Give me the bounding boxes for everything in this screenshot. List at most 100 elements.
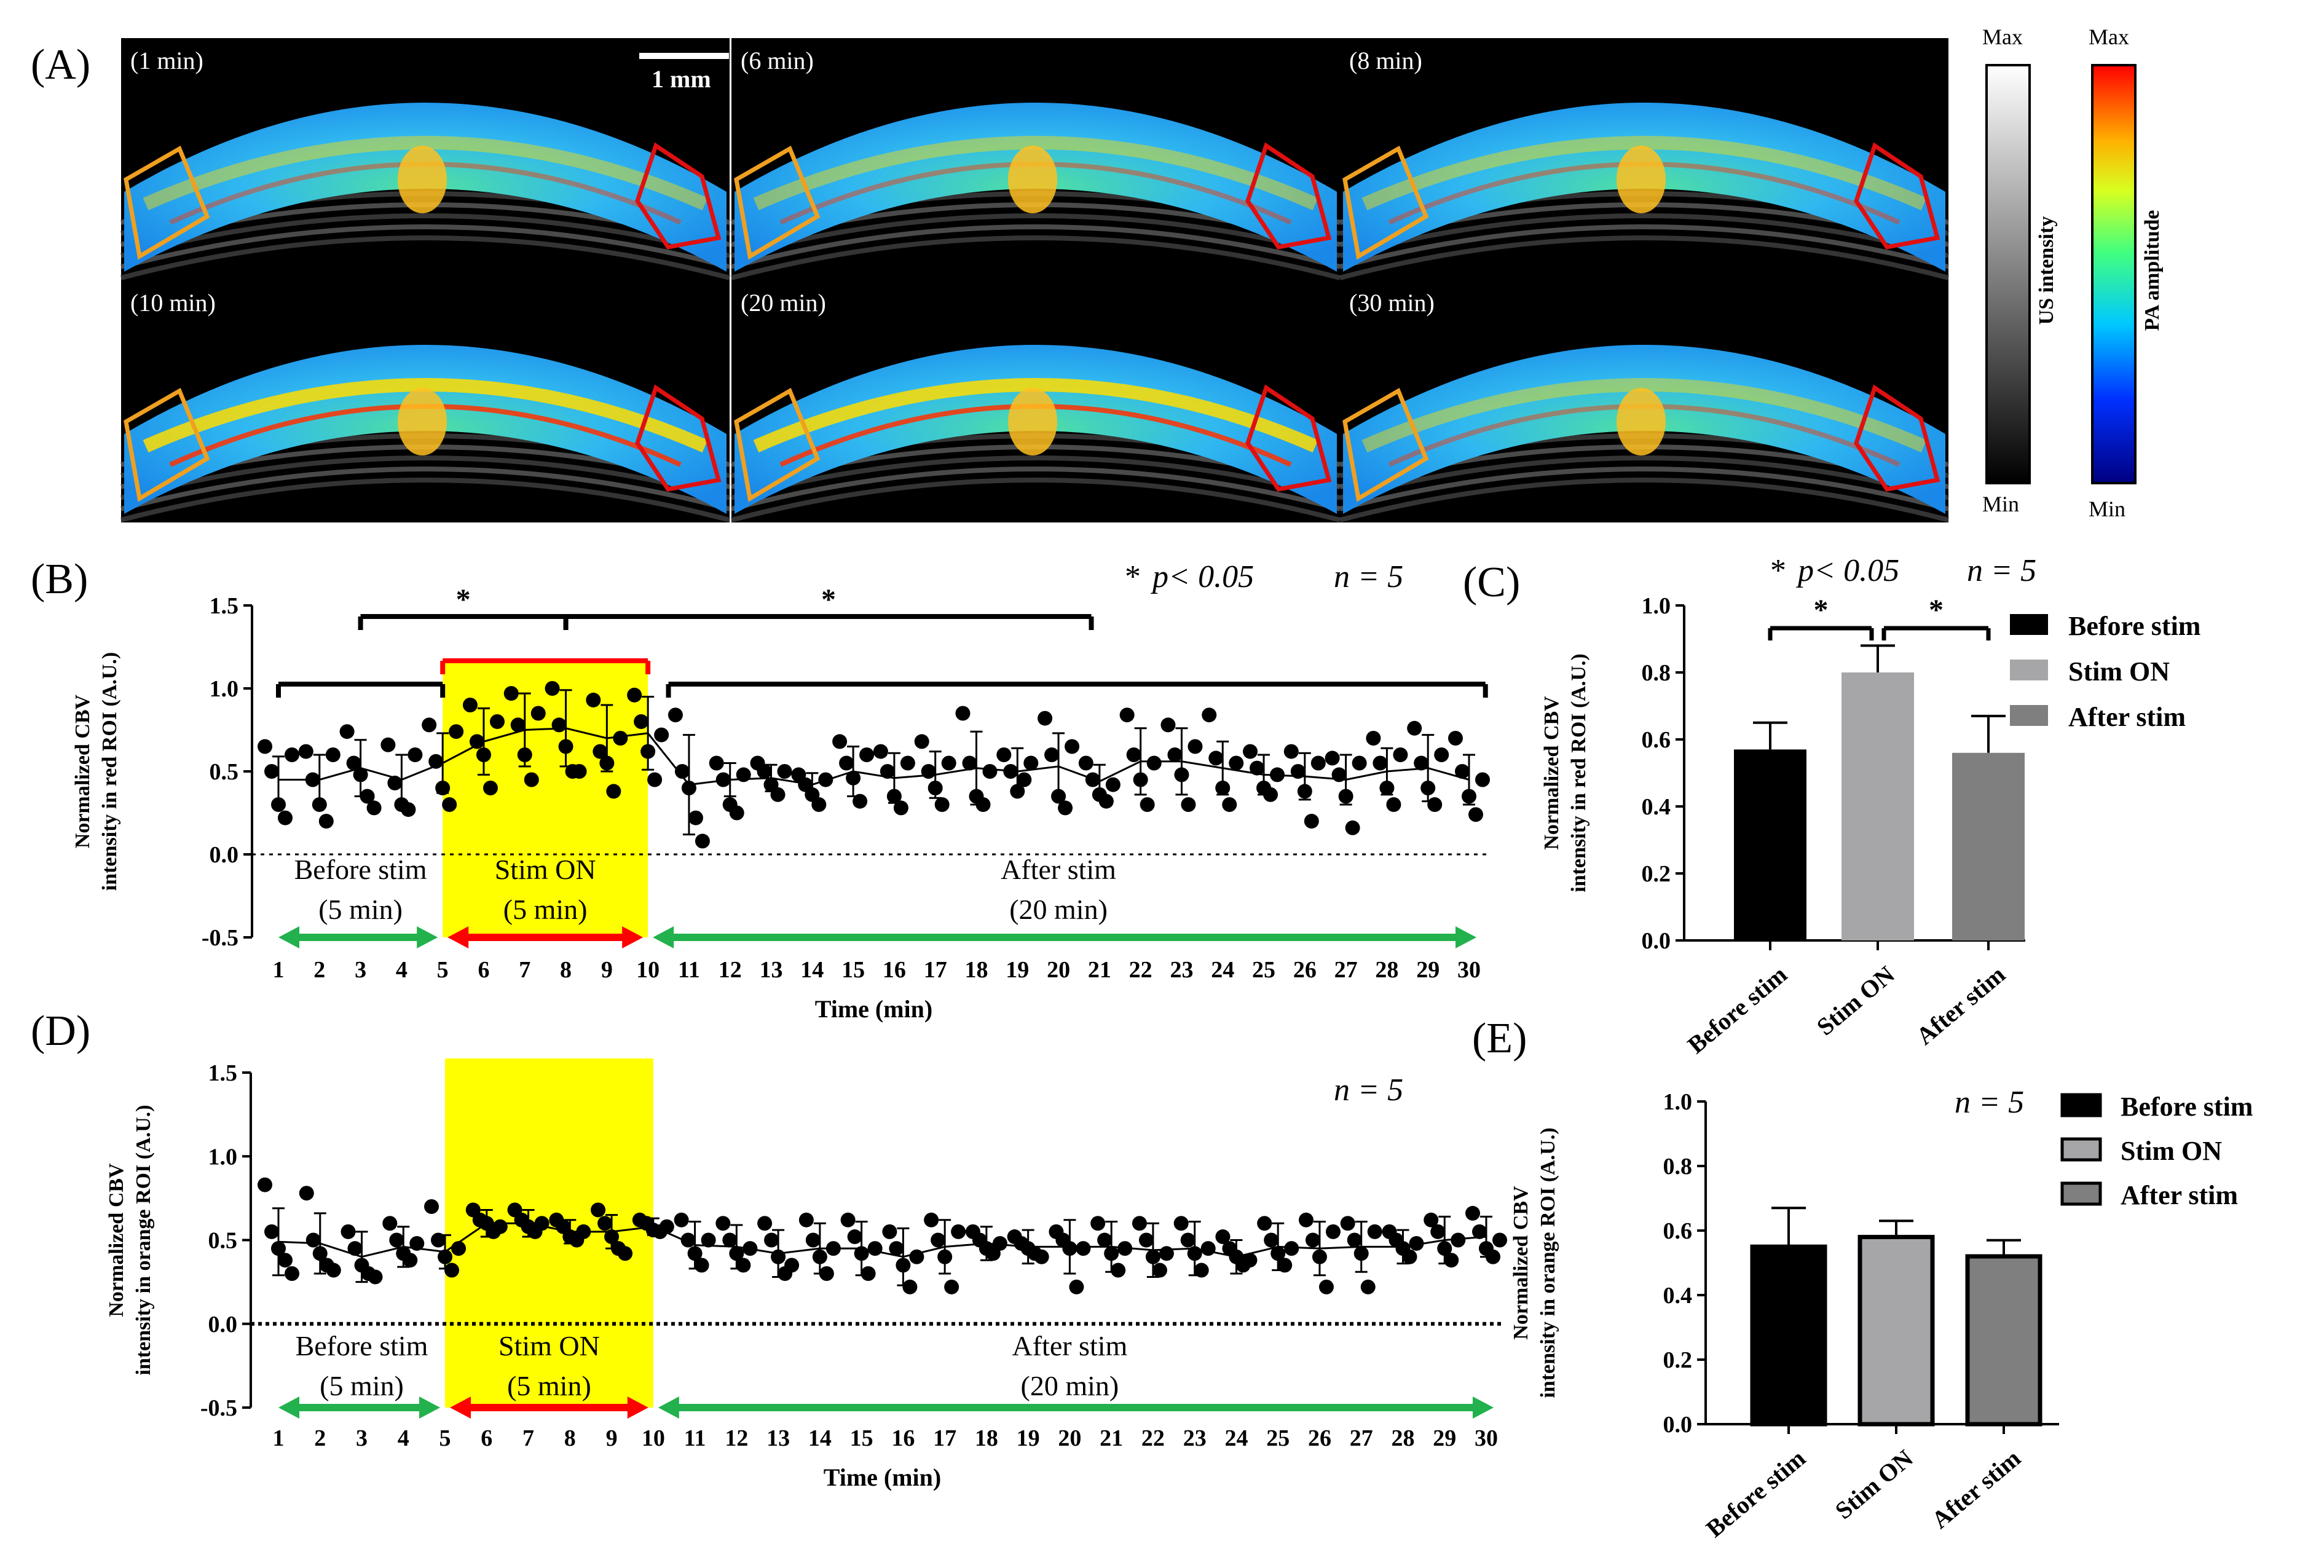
x-tick-label: 28 — [1375, 957, 1398, 983]
data-point — [424, 1199, 439, 1214]
us-texture-band — [730, 213, 1341, 258]
data-point — [777, 764, 792, 779]
red-roi-box — [1854, 384, 1940, 492]
data-point — [368, 1269, 383, 1285]
data-point — [1126, 747, 1141, 762]
us-image-label: (30 min) — [1349, 289, 1435, 317]
data-point — [900, 755, 915, 771]
y-tick-label: 0.0 — [1642, 928, 1671, 954]
x-category-label: After stim — [1911, 960, 2011, 1050]
colorbar-pa-max: Max — [2089, 25, 2129, 49]
data-point — [312, 1246, 328, 1261]
us-texture-band — [1339, 235, 1950, 280]
colorbar-pa-min: Min — [2089, 497, 2125, 521]
orange-roi-box — [734, 145, 821, 260]
data-point — [736, 1258, 751, 1273]
x-tick-label: 14 — [800, 957, 824, 983]
data-point — [1085, 772, 1100, 787]
data-point — [1430, 1224, 1446, 1239]
data-point — [924, 1212, 939, 1227]
x-tick-label: 30 — [1475, 1425, 1498, 1451]
data-point — [736, 767, 751, 782]
x-tick-label: 20 — [1058, 1425, 1081, 1451]
data-point — [674, 764, 690, 779]
data-point — [428, 754, 444, 769]
data-point — [944, 1279, 959, 1294]
x-tick-label: 11 — [684, 1425, 706, 1451]
y-tick-label: 0.0 — [1663, 1412, 1693, 1438]
phase-duration: (5 min) — [503, 894, 588, 925]
data-point — [880, 764, 895, 779]
us-image-4: (10 min) — [120, 280, 731, 522]
data-point — [680, 1232, 696, 1248]
data-point — [1167, 747, 1183, 762]
x-tick-label: 13 — [760, 957, 783, 983]
data-point — [1078, 755, 1093, 771]
red-roi-box — [635, 142, 722, 250]
data-point — [483, 781, 498, 795]
data-point — [510, 717, 526, 733]
data-point — [805, 1232, 821, 1248]
data-point — [771, 1249, 786, 1264]
orange-roi-box — [1342, 145, 1429, 260]
data-point — [1173, 1216, 1189, 1231]
x-tick-label: 2 — [314, 1425, 326, 1451]
data-point — [444, 1263, 460, 1278]
data-point — [469, 734, 484, 749]
pa-activation-band — [1361, 378, 1927, 453]
x-category-label: Before stim — [1701, 1444, 1811, 1542]
data-point — [534, 1216, 549, 1231]
y-axis-title-line: intensity in red ROI (A.U.) — [1567, 653, 1590, 892]
y-tick-label: 0.5 — [208, 1228, 238, 1254]
data-point — [1222, 797, 1237, 812]
x-tick-label: 26 — [1308, 1425, 1331, 1451]
y-tick-label: 0.8 — [1663, 1154, 1693, 1180]
data-point — [476, 747, 491, 762]
chart-b-red-roi-timecourse: -0.50.00.51.01.51 2 3 4 5 6 7 8 9 10 11 12 13 14 15 16 1… — [71, 559, 1490, 1023]
x-tick-label: 22 — [1129, 957, 1152, 983]
data-point — [1465, 1205, 1480, 1221]
us-image-label: (10 min) — [130, 289, 216, 317]
data-point — [846, 770, 861, 786]
x-tick-label: 2 — [313, 957, 325, 983]
y-axis-title-line: intensity in red ROI (A.U.) — [98, 652, 121, 891]
y-tick-label: 1.5 — [210, 593, 239, 619]
data-point — [854, 1246, 869, 1261]
data-point — [1427, 797, 1443, 812]
data-point — [757, 764, 772, 779]
data-point — [729, 1246, 744, 1261]
x-tick-label: 24 — [1224, 1425, 1248, 1451]
data-point — [382, 1216, 398, 1231]
data-point — [599, 755, 615, 771]
data-point — [438, 1249, 453, 1264]
data-point — [1352, 755, 1367, 771]
bar-1 — [1750, 1244, 1827, 1427]
phase-arrow-head — [622, 926, 644, 948]
x-tick-label: 7 — [519, 957, 530, 983]
data-point — [1202, 707, 1217, 723]
midline-vessel — [398, 146, 447, 213]
data-point — [1138, 1232, 1154, 1248]
data-point — [1444, 1253, 1459, 1268]
data-point — [339, 724, 355, 739]
data-point — [431, 1232, 446, 1248]
significance-star: * — [821, 583, 836, 616]
data-point — [1174, 767, 1189, 782]
data-point — [1111, 1263, 1126, 1278]
data-point — [264, 764, 279, 779]
bar-2 — [1857, 1235, 1935, 1427]
legend-label: After stim — [2068, 702, 2186, 732]
x-tick-label: 23 — [1170, 957, 1193, 983]
x-tick-label: 10 — [642, 1425, 665, 1451]
data-point — [591, 1202, 606, 1218]
red-roi-box — [1245, 142, 1332, 250]
data-point — [784, 1258, 800, 1273]
data-point — [1393, 747, 1408, 762]
data-point — [975, 797, 991, 812]
data-point — [1243, 744, 1258, 759]
data-point — [818, 772, 833, 787]
data-point — [886, 789, 902, 804]
us-texture-band — [120, 235, 731, 280]
data-point — [1304, 814, 1319, 829]
phase-arrow-head — [278, 926, 299, 948]
